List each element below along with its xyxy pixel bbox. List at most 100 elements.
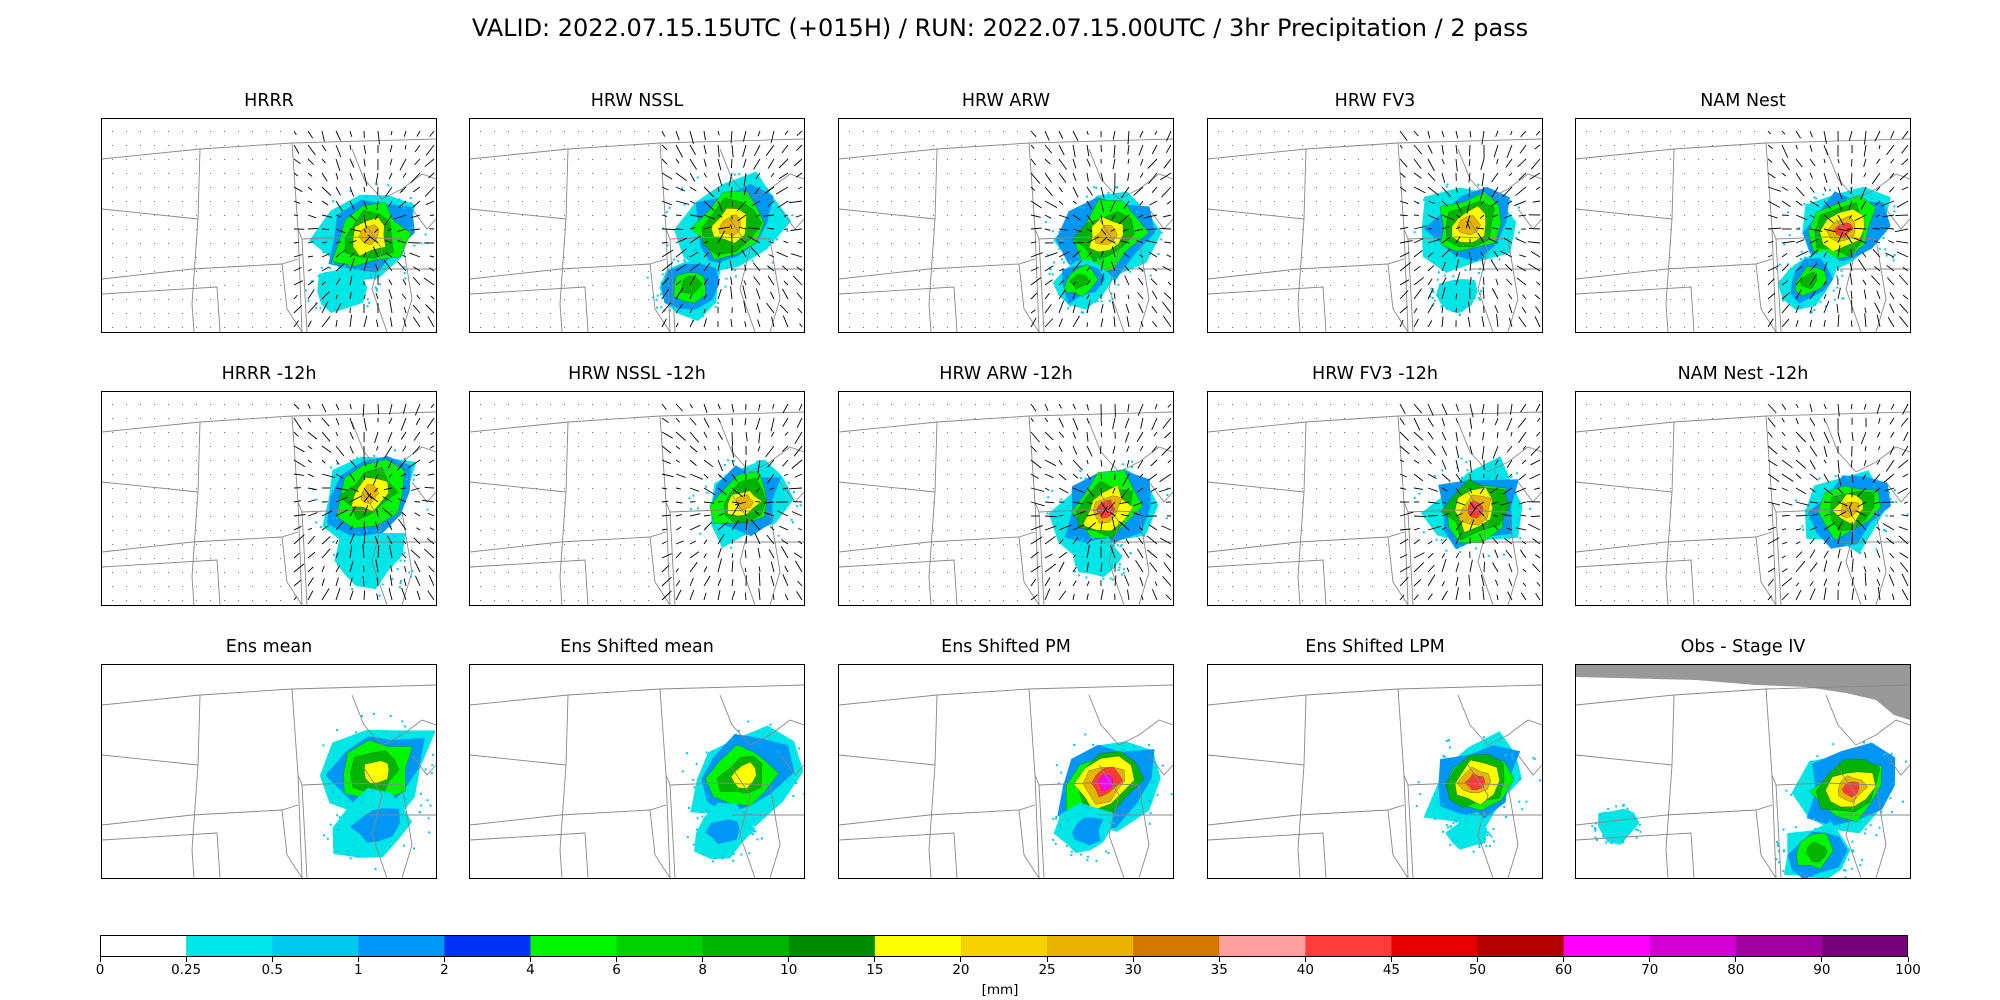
panel-title: HRW NSSL <box>590 91 684 111</box>
panel-title: HRW FV3 <box>1334 91 1416 111</box>
colorbar-tick-label: 35 <box>1210 962 1228 978</box>
colorbar-tick-label: 0.5 <box>261 962 283 978</box>
colorbar-segment <box>616 935 704 957</box>
precip-blob <box>1785 741 1908 841</box>
precip-blob <box>686 802 763 863</box>
precip-blob <box>646 248 729 322</box>
wind-vectors <box>849 130 1172 328</box>
map-frame <box>838 118 1174 333</box>
colorbar-tick-label: 20 <box>952 962 970 978</box>
wind-vectors <box>849 403 1172 601</box>
colorbar-segment <box>1133 935 1220 957</box>
state-boundaries <box>1576 411 1910 605</box>
map <box>470 403 804 605</box>
panel-title: Ens Shifted mean <box>560 637 714 657</box>
panel-title: HRRR -12h <box>221 364 317 384</box>
state-boundaries <box>470 138 804 332</box>
colorbar-tick-mark <box>357 957 359 962</box>
map-frame <box>101 118 437 333</box>
figure-title: VALID: 2022.07.15.15UTC (+015H) / RUN: 2… <box>471 14 1529 42</box>
colorbar-tick-label: 90 <box>1813 962 1831 978</box>
panel-title: Obs - Stage IV <box>1680 637 1806 657</box>
colorbar-tick-label: 0.25 <box>171 962 202 978</box>
wind-vectors <box>480 403 803 601</box>
colorbar-tick-label: 100 <box>1895 962 1921 978</box>
map-frame <box>838 664 1174 879</box>
map <box>470 130 804 332</box>
colorbar-segment <box>444 935 531 957</box>
map <box>839 403 1173 605</box>
colorbar-tick-label: 40 <box>1296 962 1314 978</box>
precip-blob <box>1442 812 1496 853</box>
map-frame <box>101 391 437 606</box>
panel-title: Ens mean <box>225 637 313 657</box>
colorbar-segment <box>702 935 790 957</box>
colorbar-tick-mark <box>1563 957 1565 962</box>
colorbar-tick-mark <box>1304 957 1306 962</box>
colorbar-tick-mark <box>529 957 531 962</box>
map <box>1576 130 1910 332</box>
state-boundaries <box>1576 684 1910 878</box>
colorbar-tick-mark <box>1390 957 1392 962</box>
map-frame <box>469 118 805 333</box>
colorbar-segment <box>272 935 359 957</box>
colorbar-tick-label: 8 <box>698 962 707 978</box>
precip-blob <box>1413 183 1521 274</box>
colorbar-tick-mark <box>1821 957 1823 962</box>
state-boundaries <box>1208 411 1542 605</box>
panel-title: Ens Shifted LPM <box>1305 637 1445 657</box>
map-frame <box>838 391 1174 606</box>
colorbar-segment <box>1563 935 1651 957</box>
colorbar-tick-mark <box>99 957 101 962</box>
wind-vectors <box>1218 130 1541 328</box>
colorbar-segment <box>1391 935 1479 957</box>
map-frame <box>1575 118 1911 333</box>
panel-title: HRW FV3 -12h <box>1312 364 1438 384</box>
panel-title: NAM Nest -12h <box>1677 364 1809 384</box>
map-frame <box>101 664 437 879</box>
colorbar-segment <box>960 935 1048 957</box>
map <box>1208 684 1542 878</box>
colorbar-segment <box>358 935 445 957</box>
colorbar <box>100 935 1908 957</box>
colorbar-segment <box>100 935 187 957</box>
map <box>102 130 436 332</box>
colorbar-tick-label: 80 <box>1727 962 1745 978</box>
colorbar-tick-label: 50 <box>1468 962 1487 978</box>
colorbar-tick-label: 0 <box>95 962 105 978</box>
precip-blob <box>304 262 381 313</box>
precip-blob <box>1048 255 1120 314</box>
colorbar-segment <box>186 935 273 957</box>
colorbar-tick-mark <box>443 957 445 962</box>
colorbar-tick-label: 4 <box>526 962 535 978</box>
precip-blob <box>1591 803 1642 845</box>
map-frame <box>1575 664 1911 879</box>
panel-title: HRW NSSL -12h <box>568 364 706 384</box>
colorbar-label: [mm] <box>981 982 1019 998</box>
colorbar-tick-mark <box>271 957 273 962</box>
precip-blob <box>1775 250 1845 314</box>
wind-vectors <box>480 130 803 328</box>
panel-title: HRW ARW -12h <box>939 364 1073 384</box>
map <box>1576 665 1910 878</box>
wind-vectors <box>1586 403 1909 601</box>
map-frame <box>1575 391 1911 606</box>
colorbar-tick-mark <box>1046 957 1048 962</box>
colorbar-tick-label: 10 <box>780 962 798 978</box>
state-boundaries <box>470 684 804 878</box>
map <box>1576 403 1910 605</box>
wind-vectors <box>1586 130 1909 328</box>
colorbar-segment <box>1047 935 1134 957</box>
colorbar-tick-mark <box>788 957 790 962</box>
precip-blob <box>1775 818 1864 878</box>
colorbar-tick-mark <box>1735 957 1737 962</box>
colorbar-tick-label: 30 <box>1124 962 1142 978</box>
colorbar-outline <box>100 935 1908 957</box>
map-frame <box>469 664 805 879</box>
colorbar-tick-mark <box>960 957 962 962</box>
precip-blob <box>1052 802 1118 862</box>
colorbar-tick-label: 45 <box>1382 962 1401 978</box>
state-boundaries <box>102 684 436 878</box>
wind-vectors <box>112 403 435 601</box>
precip-blob <box>322 787 431 871</box>
